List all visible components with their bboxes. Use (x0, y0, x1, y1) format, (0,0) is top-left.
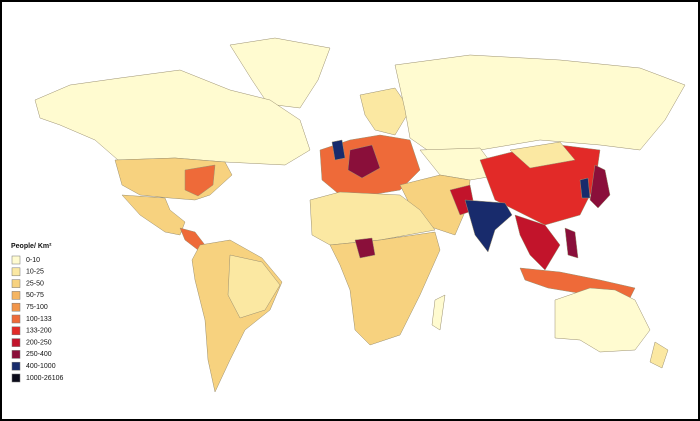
japan (589, 164, 611, 209)
benelux-uk (331, 139, 346, 161)
india (464, 199, 513, 253)
legend-label: 1000-26106 (26, 375, 63, 382)
legend-swatch (11, 361, 21, 371)
legend-swatch (11, 350, 21, 359)
central-asia (419, 147, 501, 181)
legend-label: 50-75 (26, 292, 44, 299)
nigeria (354, 237, 376, 259)
legend-swatch (11, 267, 21, 277)
central-europe (347, 144, 381, 179)
africa-north (309, 191, 436, 246)
world-map (34, 37, 686, 393)
legend-label: 400-1000 (26, 363, 56, 370)
legend-swatch (11, 314, 21, 324)
legend-swatch (11, 255, 21, 265)
legend-label: 75-100 (26, 304, 48, 311)
legend-label: 10-25 (26, 269, 44, 276)
legend-title: People/ Km² (11, 243, 52, 250)
canada-alaska (34, 69, 311, 166)
russia (394, 54, 686, 153)
legend-label: 100-133 (26, 316, 52, 323)
new-zealand (649, 341, 669, 369)
africa-south (329, 231, 441, 346)
legend-label: 250-400 (26, 351, 52, 358)
philippines (564, 227, 579, 259)
legend-swatch (11, 373, 21, 383)
legend-swatch (11, 291, 21, 300)
brazil (227, 254, 281, 319)
australia (554, 287, 651, 353)
legend-swatch (11, 326, 21, 336)
legend-label: 200-250 (26, 339, 52, 346)
legend-swatch (11, 302, 21, 312)
us-east (184, 164, 216, 197)
legend-swatch (11, 338, 21, 347)
legend-label: 25-50 (26, 280, 44, 287)
mongolia (509, 141, 576, 169)
legend-label: 133-200 (26, 328, 52, 335)
greenland (229, 37, 331, 109)
legend-swatch (11, 279, 21, 288)
legend: People/ Km² 0-10 10-25 25-50 50-75 75-100 100… (11, 243, 63, 383)
southeast-asia (514, 214, 561, 271)
scandinavia (359, 87, 411, 136)
legend-label: 0-10 (26, 257, 40, 264)
madagascar (431, 294, 446, 331)
korea (579, 177, 591, 199)
